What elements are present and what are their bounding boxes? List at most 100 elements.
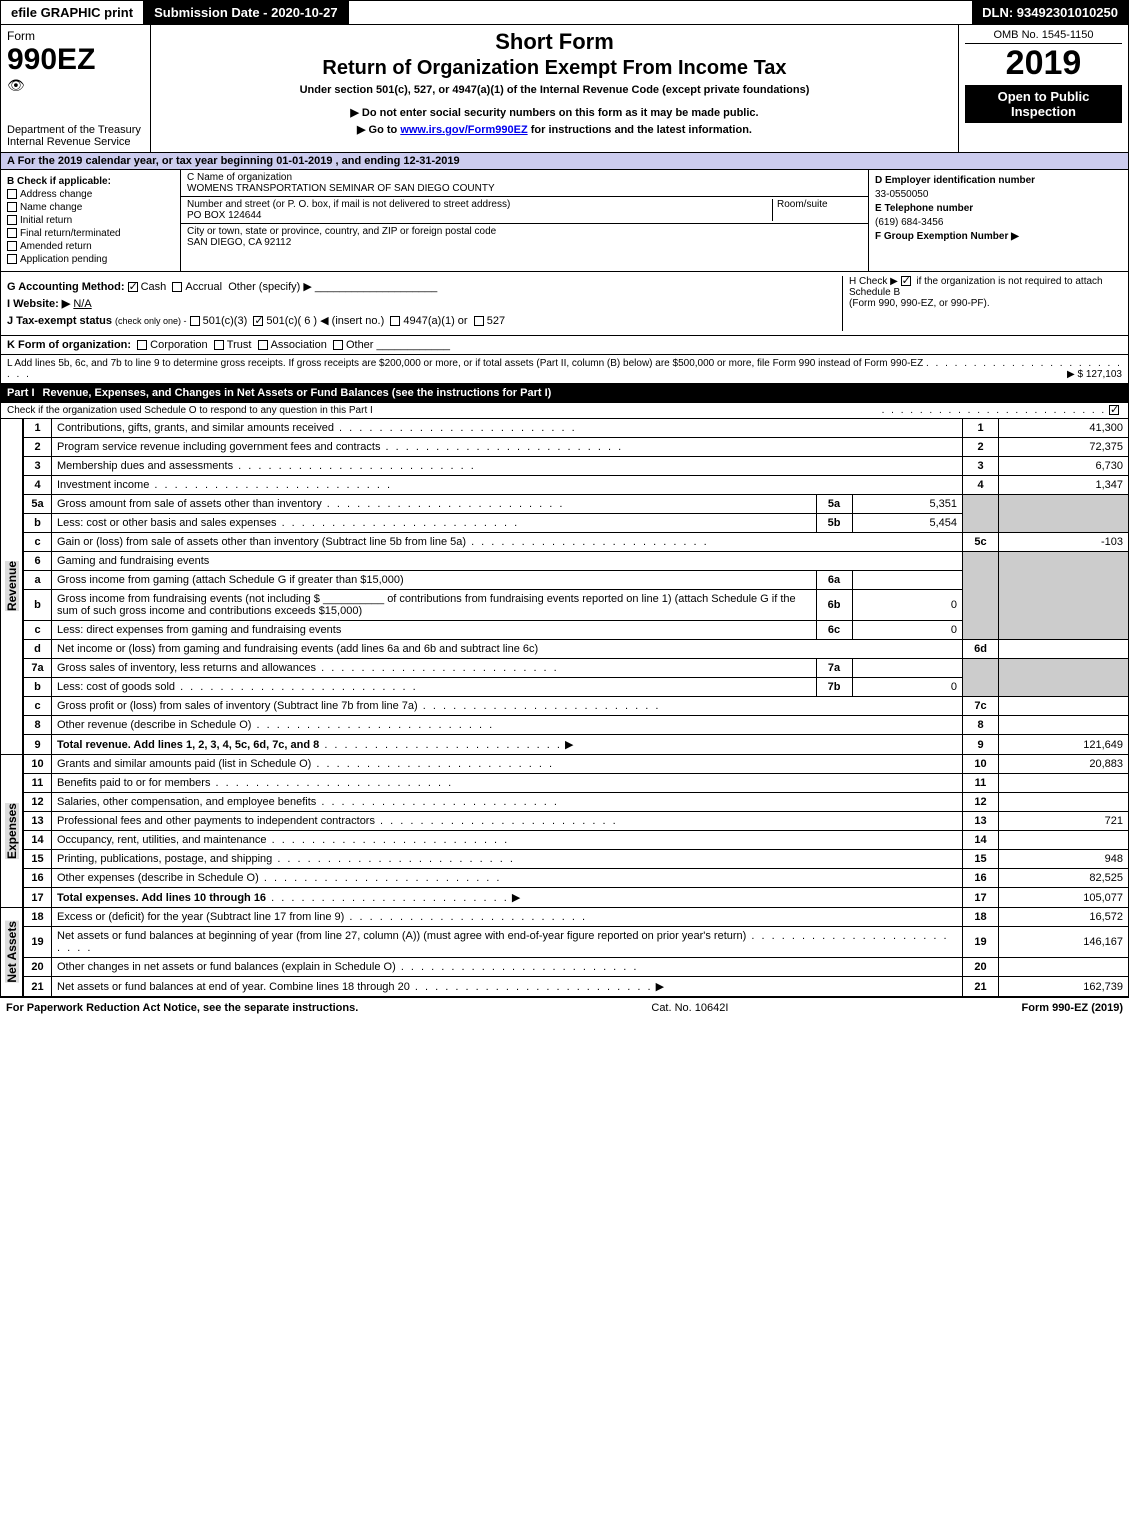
expenses-vlabel: Expenses: [1, 755, 23, 908]
table-row: 1Contributions, gifts, grants, and simil…: [24, 419, 1129, 438]
l-text: L Add lines 5b, 6c, and 7b to line 9 to …: [7, 358, 923, 369]
table-row: 20Other changes in net assets or fund ba…: [24, 958, 1129, 977]
chk-4947[interactable]: [390, 316, 400, 326]
chk-application-pending[interactable]: Application pending: [7, 254, 174, 265]
j-label: J Tax-exempt status: [7, 315, 112, 327]
table-row: 4Investment income41,347: [24, 476, 1129, 495]
return-title: Return of Organization Exempt From Incom…: [159, 57, 950, 80]
expenses-section: Expenses 10Grants and similar amounts pa…: [0, 755, 1129, 908]
chk-final-return[interactable]: Final return/terminated: [7, 228, 174, 239]
h-label: H Check ▶: [849, 276, 898, 287]
block-h: H Check ▶ if the organization is not req…: [842, 276, 1122, 331]
table-row: 15Printing, publications, postage, and s…: [24, 850, 1129, 869]
open-public-inspection: Open to Public Inspection: [965, 85, 1122, 123]
irs-link[interactable]: www.irs.gov/Form990EZ: [400, 124, 527, 136]
header-mid: Short Form Return of Organization Exempt…: [151, 25, 958, 152]
chk-amended-return[interactable]: Amended return: [7, 241, 174, 252]
p1-dots: [882, 405, 1107, 416]
dept-treasury: Department of the Treasury: [7, 124, 144, 136]
chk-501c3[interactable]: [190, 316, 200, 326]
goto-pre: ▶ Go to: [357, 124, 400, 136]
g-label: G Accounting Method:: [7, 281, 125, 293]
chk-address-change[interactable]: Address change: [7, 189, 174, 200]
line-k: K Form of organization: Corporation Trus…: [0, 336, 1129, 355]
chk-other-org[interactable]: [333, 340, 343, 350]
g-other: Other (specify) ▶: [228, 281, 312, 293]
dln-label: DLN: 93492301010250: [972, 1, 1128, 24]
submission-date-button[interactable]: Submission Date - 2020-10-27: [144, 1, 349, 24]
form-number: 990EZ: [7, 43, 144, 77]
table-row: 19Net assets or fund balances at beginni…: [24, 927, 1129, 958]
netassets-section: Net Assets 18Excess or (deficit) for the…: [0, 908, 1129, 997]
table-row: 5aGross amount from sale of assets other…: [24, 495, 1129, 514]
block-ghij: G Accounting Method: Cash Accrual Other …: [0, 272, 1129, 336]
short-form-title: Short Form: [159, 29, 950, 55]
line-g: G Accounting Method: Cash Accrual Other …: [7, 280, 842, 293]
table-row: 9Total revenue. Add lines 1, 2, 3, 4, 5c…: [24, 735, 1129, 755]
table-row: 17Total expenses. Add lines 10 through 1…: [24, 888, 1129, 908]
c-name-label: C Name of organization: [187, 172, 862, 183]
chk-corp[interactable]: [137, 340, 147, 350]
revenue-vlabel: Revenue: [1, 419, 23, 755]
efile-label: efile GRAPHIC print: [1, 1, 144, 24]
chk-501c[interactable]: [253, 316, 263, 326]
c-room-label: Room/suite: [772, 199, 862, 221]
top-toolbar: efile GRAPHIC print Submission Date - 20…: [0, 0, 1129, 25]
c-name-row: C Name of organization WOMENS TRANSPORTA…: [181, 170, 868, 197]
footer-right: Form 990-EZ (2019): [1022, 1002, 1123, 1014]
c-addr-cell: Number and street (or P. O. box, if mail…: [187, 199, 772, 221]
c-addr-row: Number and street (or P. O. box, if mail…: [181, 197, 868, 224]
form-header: Form 990EZ 👁 Department of the Treasury …: [0, 25, 1129, 153]
header-left: Form 990EZ 👁 Department of the Treasury …: [1, 25, 151, 152]
block-b-title: B Check if applicable:: [7, 176, 174, 187]
c-city-val: SAN DIEGO, CA 92112: [187, 237, 862, 248]
chk-initial-return[interactable]: Initial return: [7, 215, 174, 226]
k-label: K Form of organization:: [7, 339, 131, 351]
chk-527[interactable]: [474, 316, 484, 326]
chk-cash[interactable]: [128, 282, 138, 292]
goto-line: ▶ Go to www.irs.gov/Form990EZ for instru…: [159, 123, 950, 136]
part1-header: Part I Revenue, Expenses, and Changes in…: [0, 384, 1129, 403]
d-label: D Employer identification number: [875, 175, 1122, 186]
j-small: (check only one) -: [115, 316, 187, 326]
table-row: cGain or (loss) from sale of assets othe…: [24, 533, 1129, 552]
table-row: 7aGross sales of inventory, less returns…: [24, 659, 1129, 678]
header-right: OMB No. 1545-1150 2019 Open to Public In…: [958, 25, 1128, 152]
part1-label: Part I: [7, 387, 43, 399]
treasury-seal-icon: 👁: [7, 77, 144, 94]
under-section: Under section 501(c), 527, or 4947(a)(1)…: [159, 84, 950, 96]
table-row: cGross profit or (loss) from sales of in…: [24, 697, 1129, 716]
h-sub: (Form 990, 990-EZ, or 990-PF).: [849, 298, 990, 309]
chk-assoc[interactable]: [258, 340, 268, 350]
line-j: J Tax-exempt status (check only one) - 5…: [7, 314, 842, 327]
table-row: 10Grants and similar amounts paid (list …: [24, 755, 1129, 774]
page-footer: For Paperwork Reduction Act Notice, see …: [0, 997, 1129, 1018]
chk-trust[interactable]: [214, 340, 224, 350]
chk-name-change[interactable]: Name change: [7, 202, 174, 213]
netassets-table: 18Excess or (deficit) for the year (Subt…: [23, 908, 1129, 997]
block-gij: G Accounting Method: Cash Accrual Other …: [7, 276, 842, 331]
chk-h[interactable]: [901, 276, 911, 286]
footer-left: For Paperwork Reduction Act Notice, see …: [6, 1002, 358, 1014]
part1-check-row: Check if the organization used Schedule …: [0, 403, 1129, 419]
chk-part1-schedo[interactable]: [1109, 405, 1119, 415]
table-row: 12Salaries, other compensation, and empl…: [24, 793, 1129, 812]
table-row: 14Occupancy, rent, utilities, and mainte…: [24, 831, 1129, 850]
e-label: E Telephone number: [875, 203, 1122, 214]
c-city-label: City or town, state or province, country…: [187, 226, 862, 237]
expenses-table: 10Grants and similar amounts paid (list …: [23, 755, 1129, 908]
c-org-name: WOMENS TRANSPORTATION SEMINAR OF SAN DIE…: [187, 183, 862, 194]
c-addr-label: Number and street (or P. O. box, if mail…: [187, 199, 772, 210]
form-word: Form: [7, 29, 144, 43]
revenue-section: Revenue 1Contributions, gifts, grants, a…: [0, 419, 1129, 755]
i-label: I Website: ▶: [7, 298, 70, 310]
c-addr-val: PO BOX 124644: [187, 210, 772, 221]
i-website: N/A: [73, 298, 91, 310]
efile-text: efile GRAPHIC print: [11, 5, 133, 20]
line-i: I Website: ▶ N/A: [7, 297, 842, 310]
block-def: D Employer identification number 33-0550…: [868, 170, 1128, 271]
irs-label: Internal Revenue Service: [7, 136, 144, 148]
dln-text: DLN: 93492301010250: [982, 5, 1118, 20]
d-ein: 33-0550050: [875, 189, 1122, 200]
chk-accrual[interactable]: [172, 282, 182, 292]
